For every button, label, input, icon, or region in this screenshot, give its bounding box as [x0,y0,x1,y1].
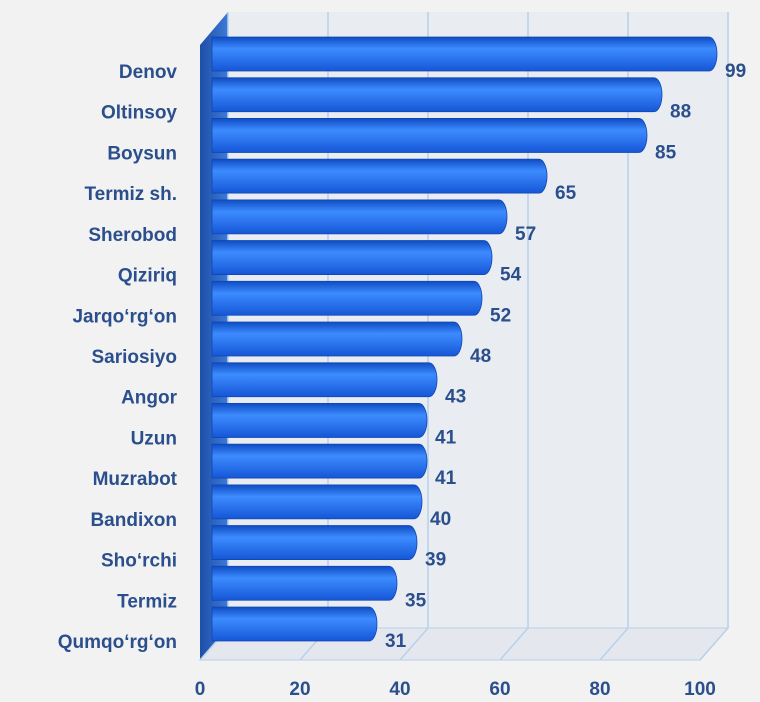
y-tick-label: Sherobod [88,225,177,246]
bar [211,484,423,520]
bar [211,280,483,316]
value-label: 85 [655,142,677,163]
bar [211,36,718,72]
y-tick-label: Qiziriq [118,266,177,287]
bar [211,158,548,194]
bar [211,403,428,438]
grid-line [399,627,429,661]
y-tick-label: Boysun [107,143,177,164]
value-label: 41 [435,427,457,448]
y-tick-label: Bandixon [90,510,177,531]
x-tick-label: 80 [589,679,610,700]
bar [211,565,398,601]
value-label: 48 [470,346,491,367]
y-tick-label: Denov [119,62,178,83]
bar [211,77,663,113]
y-tick-label: Oltinsoy [101,103,177,124]
grid-line [599,627,629,661]
value-label: 54 [500,265,522,286]
value-label: 52 [490,305,511,326]
grid-line [699,627,729,661]
value-label: 57 [515,224,536,245]
y-tick-label: Sho‘rchi [101,551,177,572]
value-label: 65 [555,183,577,204]
value-label: 35 [405,590,427,611]
bar [211,321,463,357]
y-tick-label: Qumqo‘rg‘on [58,632,177,653]
value-label: 88 [670,102,691,123]
bar [211,525,418,560]
value-label: 31 [385,631,407,652]
y-tick-label: Sariosiyo [91,347,177,368]
y-tick-label: Muzrabot [93,469,178,490]
bar [211,362,438,398]
x-tick-label: 0 [195,679,206,700]
y-tick-label: Termiz [117,591,177,612]
value-label: 43 [445,387,466,408]
grid-line [499,627,529,661]
y-tick-label: Angor [121,388,178,409]
value-label: 41 [435,468,457,489]
y-tick-label: Uzun [131,428,177,449]
x-tick-label: 40 [389,679,410,700]
x-tick-label: 100 [684,679,716,700]
value-label: 39 [425,550,446,571]
x-tick-label: 20 [289,679,310,700]
bar [211,118,648,153]
bar [211,240,493,275]
bar [211,606,378,642]
x-tick-label: 60 [489,679,510,700]
y-tick-label: Jarqo‘rg‘on [72,306,177,327]
value-label: 40 [430,509,451,530]
bar [211,199,508,235]
value-label: 99 [725,61,746,82]
bar [211,443,428,479]
y-tick-label: Termiz sh. [84,184,177,205]
